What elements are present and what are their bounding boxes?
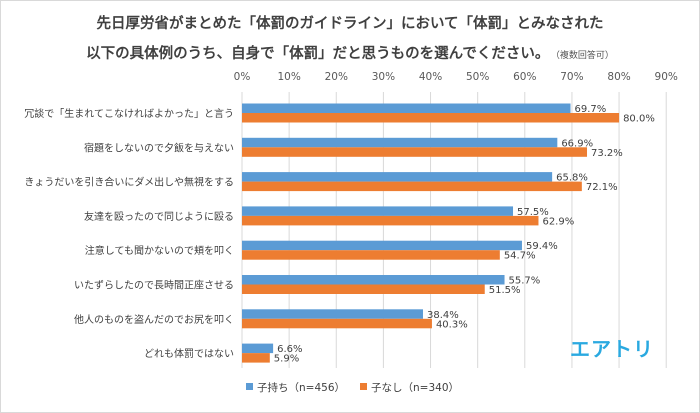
category-label: 友達を殴ったので同じように殴る — [84, 210, 234, 223]
bar-with-children — [242, 137, 558, 148]
category-label: どれも体罰ではない — [144, 348, 234, 360]
category-label: 他人のものを盗んだのでお尻を叩く — [74, 313, 234, 326]
legend-label: 子持ち（n=456） — [257, 381, 345, 394]
data-label: 59.4% — [526, 241, 558, 252]
x-tick-label: 50% — [466, 71, 489, 83]
bar-without-children — [242, 318, 432, 329]
data-label: 51.5% — [489, 285, 521, 296]
chart-title-text2: 以下の具体例のうち、自身で「体罰」だと思うものを選んでください。 — [86, 46, 550, 62]
bar-without-children — [242, 147, 588, 157]
bar-without-children — [242, 250, 500, 260]
data-label: 73.2% — [591, 148, 623, 159]
x-tick-label: 0% — [234, 71, 251, 83]
bar-with-children — [242, 172, 553, 182]
bar-without-children — [242, 181, 582, 192]
x-tick-label: 70% — [560, 71, 583, 83]
legend-swatch — [246, 383, 253, 390]
data-label: 69.7% — [575, 104, 607, 115]
data-label: 66.9% — [561, 138, 593, 149]
x-tick-label: 20% — [325, 71, 348, 83]
bar-with-children — [242, 343, 274, 354]
chart-title-line2: 以下の具体例のうち、自身で「体罰」だと思うものを選んでください。 （複数回答可） — [0, 42, 700, 63]
data-label: 65.8% — [556, 173, 588, 184]
data-label: 38.4% — [427, 310, 459, 321]
data-label: 40.3% — [436, 319, 468, 330]
legend-label: 子なし（n=340） — [371, 382, 459, 394]
category-label: きょうだいを引き合いにダメ出しや無視をする — [24, 176, 234, 189]
chart-title-line1: 先日厚労省がまとめた「体罰のガイドライン」において「体罰」とみなされた — [0, 12, 700, 33]
chart-note: （複数回答可） — [555, 51, 614, 61]
chart-title-text1: 先日厚労省がまとめた「体罰のガイドライン」において「体罰」とみなされた — [96, 16, 604, 32]
category-label: 冗談で「生まれてこなければよかった」と言う — [24, 107, 234, 120]
bar-without-children — [242, 113, 620, 123]
data-label: 80.0% — [623, 114, 655, 125]
x-tick-label: 30% — [372, 71, 395, 83]
bar-with-children — [242, 206, 514, 216]
data-label: 62.9% — [542, 216, 574, 227]
data-label: 54.7% — [504, 251, 536, 262]
data-label: 57.5% — [517, 207, 549, 218]
bar-without-children — [242, 215, 539, 226]
x-tick-label: 90% — [655, 71, 678, 83]
bar-with-children — [242, 309, 423, 319]
bar-with-children — [242, 275, 505, 285]
brand-logo: エアトリ — [570, 337, 654, 361]
category-label: 注意しても聞かないので頬を叩く — [85, 244, 234, 257]
data-label: 55.7% — [509, 276, 541, 287]
bar-with-children — [242, 240, 522, 251]
data-label: 72.1% — [586, 182, 618, 193]
x-tick-label: 40% — [419, 71, 442, 83]
x-tick-label: 60% — [513, 71, 536, 83]
bar-without-children — [242, 284, 485, 294]
category-label: 宿題をしないので夕飯を与えない — [84, 141, 234, 154]
bar-without-children — [242, 353, 270, 363]
data-label: 6.6% — [277, 344, 302, 355]
bar-with-children — [242, 103, 571, 113]
category-label: いたずらしたので長時間正座させる — [74, 279, 234, 292]
data-label: 5.9% — [274, 354, 299, 365]
x-tick-label: 10% — [277, 71, 300, 83]
x-tick-label: 80% — [607, 71, 630, 83]
legend-swatch — [360, 383, 367, 390]
